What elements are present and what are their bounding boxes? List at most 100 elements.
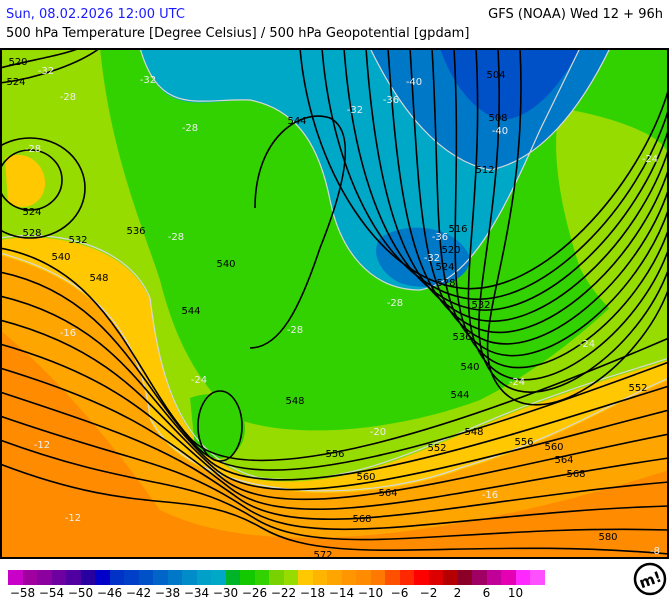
legend-tick-label: −34 [183,586,210,600]
legend-tick-label: −18 [299,586,326,600]
temperature-labels: -32 -32 -28 -28 -28 -28 -28 -32 -36 -40 -40 -36 -32 -… [25,66,660,557]
legend-tick-label: −54 [38,586,65,600]
geopotential-label: 568 [352,514,371,525]
legend-swatch [341,570,356,585]
legend-swatch [515,570,530,585]
legend-swatch [312,570,327,585]
temperature-region-dark-blue [440,48,580,120]
geopotential-label: 504 [486,70,505,81]
geopotential-label: 508 [488,113,507,124]
temperature-label: -20 [370,427,386,438]
legend-swatch [298,570,313,585]
legend-swatch [167,570,182,585]
legend-tick-label: −50 [67,586,94,600]
legend-swatch [530,570,545,585]
legend-swatch [153,570,168,585]
geopotential-label: 520 [441,245,460,256]
legend-tick-label: −22 [270,586,297,600]
temperature-region-yellow [5,154,45,207]
legend-ticks: −58 −54 −50 −46 −42 −38 −34 −30 −26 −22 −18 −14 −10−… [0,586,560,600]
geopotential-label: 516 [448,224,467,235]
geopotential-label: 524 [6,77,25,88]
temperature-label: -32 [347,105,363,116]
geopotential-label: 556 [325,449,344,460]
temperature-label: -24 [642,154,658,165]
temperature-label: -36 [432,232,448,243]
color-legend [8,570,545,585]
geopotential-label: 544 [181,306,200,317]
temperature-region-green [239,118,320,256]
geopotential-contour [486,48,669,406]
valid-time: Sun, 08.02.2026 12:00 UTC [6,7,185,22]
legend-swatch [80,570,95,585]
geopotential-contour [0,367,669,511]
geopotential-label: 552 [427,443,446,454]
temperature-label: -16 [482,490,498,501]
geopotential-label: 532 [68,235,87,246]
temperature-label: -24 [579,339,595,350]
legend-swatch [370,570,385,585]
legend-tick-label: −38 [154,586,181,600]
geopotential-label: 580 [598,532,617,543]
geopotential-label: 512 [475,165,494,176]
geopotential-contour [0,247,669,462]
meteo-logo-icon: m! [633,562,667,596]
legend-tick-label: −42 [125,586,152,600]
geopotential-label: 568 [566,469,585,480]
geopotential-label: 520 [8,57,27,68]
weather-map[interactable]: 520 524 524 528 532 536 540 548 540 544 544 504 508 5… [0,48,669,559]
geopotential-contour [0,463,669,555]
temperature-label: -28 [387,298,403,309]
geopotential-label: 540 [216,259,235,270]
legend-swatch [211,570,226,585]
legend-swatch [124,570,139,585]
temperature-label: -8 [650,546,660,557]
geopotential-label: 540 [460,362,479,373]
temperature-label: -12 [34,440,50,451]
legend-swatch [254,570,269,585]
geopotential-label: 528 [22,228,41,239]
temperature-label: -24 [191,375,207,386]
temperature-label: -28 [60,92,76,103]
geopotential-labels: 520 524 524 528 532 536 540 548 540 544 544 504 508 5… [6,57,647,559]
geopotential-contour [0,48,81,69]
temperature-label: -28 [25,144,41,155]
isotherm-line [369,48,611,171]
geopotential-contour [0,295,669,481]
geopotential-label: 564 [554,455,573,466]
legend-tick-label: −14 [328,586,355,600]
geopotential-contour [0,343,669,501]
geopotential-label: 548 [285,396,304,407]
geopotential-label: 540 [51,252,70,263]
legend-tick-label: −10 [357,586,384,600]
temperature-label: -32 [424,253,440,264]
geopotential-label: 552 [628,383,647,394]
geopotential-contour [0,319,669,491]
geopotential-label: 544 [450,390,469,401]
legend-swatch [327,570,342,585]
legend-swatch [138,570,153,585]
legend-swatch [283,570,298,585]
legend-swatch [486,570,501,585]
legend-swatch [240,570,255,585]
legend-swatch [414,570,429,585]
geopotential-label: 524 [435,262,454,273]
isotherm-line [139,48,581,291]
temperature-label: -28 [168,232,184,243]
temperature-label: -40 [406,77,422,88]
geopotential-label: 544 [287,116,306,127]
legend-swatch [196,570,211,585]
temperature-label: -16 [60,328,76,339]
legend-tick-label: −2 [419,586,438,600]
legend-tick-label: −30 [212,586,239,600]
geopotential-contour [343,48,669,311]
temperature-label: -12 [65,513,81,524]
geopotential-contour [0,439,669,541]
legend-tick-label: −46 [96,586,123,600]
temperature-region-light-green [556,108,669,348]
geopotential-label: 536 [126,226,145,237]
legend-swatch [457,570,472,585]
temperature-label: -24 [509,377,525,388]
geopotential-contour [387,48,669,334]
legend-swatch [95,570,110,585]
